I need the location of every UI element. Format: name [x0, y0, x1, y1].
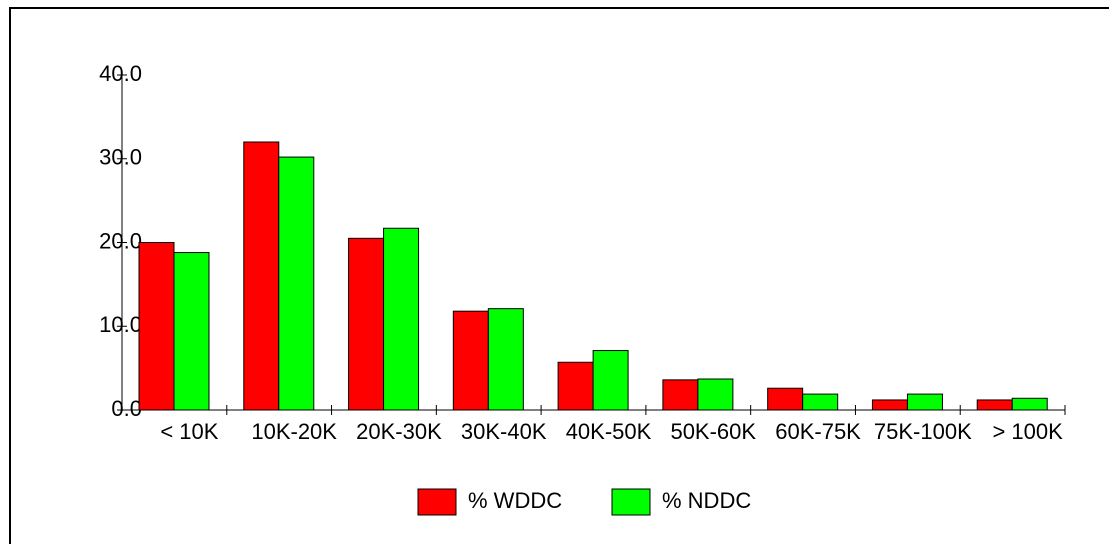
- legend-swatch: [417, 488, 457, 516]
- bar: [592, 350, 629, 411]
- bar: [767, 387, 804, 411]
- x-tick-label: 50K-60K: [670, 419, 756, 444]
- y-tick-label: 40.0: [99, 61, 142, 86]
- x-tick-label: < 10K: [160, 419, 218, 444]
- bar: [348, 237, 385, 411]
- y-tick-label: 30.0: [99, 145, 142, 170]
- x-tick-label: 40K-50K: [566, 419, 652, 444]
- y-tick-label: 10.0: [99, 312, 142, 337]
- bar: [173, 252, 210, 411]
- bar: [906, 393, 943, 411]
- bar: [802, 393, 839, 411]
- bar: [487, 308, 524, 411]
- x-tick-label: 10K-20K: [251, 419, 337, 444]
- bar: [871, 399, 908, 411]
- bar: [138, 242, 175, 411]
- legend-label: % WDDC: [468, 488, 562, 513]
- bar: [557, 361, 594, 411]
- bar: [662, 379, 699, 411]
- x-tick-label: 30K-40K: [461, 419, 547, 444]
- legend-label: % NDDC: [662, 488, 751, 513]
- x-tick-label: 60K-75K: [775, 419, 861, 444]
- bar: [278, 156, 315, 411]
- bar: [383, 227, 420, 411]
- legend-swatch: [611, 488, 651, 516]
- bar: [243, 141, 280, 411]
- x-tick-label: 75K-100K: [874, 419, 972, 444]
- y-tick-label: 20.0: [99, 228, 142, 253]
- bar: [452, 310, 489, 411]
- bar: [1011, 397, 1048, 411]
- x-tick-label: 20K-30K: [356, 419, 442, 444]
- bar: [976, 399, 1013, 411]
- y-tick-label: 0.0: [111, 396, 142, 421]
- x-tick-label: > 100K: [992, 419, 1063, 444]
- bar: [697, 378, 734, 411]
